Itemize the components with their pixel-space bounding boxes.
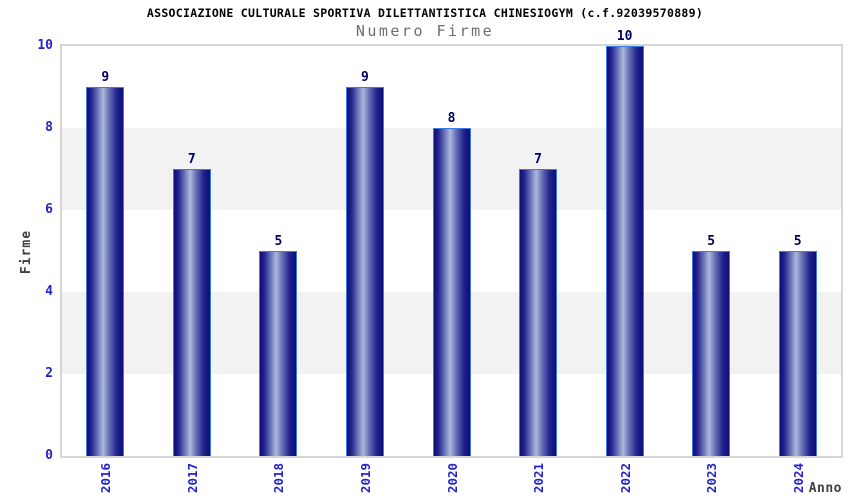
x-tick-label-2023: 2023 <box>703 462 719 494</box>
plot-area: 9 7 5 9 8 7 10 5 5 <box>60 29 843 458</box>
x-tick-label-2020: 2020 <box>444 462 459 494</box>
bar-2024: 5 <box>778 234 817 456</box>
x-tick-label-2017: 2017 <box>184 462 200 494</box>
bar-value-label: 10 <box>616 29 633 44</box>
bar-value-label: 9 <box>361 70 369 85</box>
x-tick-label-2019: 2019 <box>357 462 373 494</box>
chart-subtitle: Numero Firme <box>355 22 495 40</box>
y-tick-label: 4 <box>45 284 53 299</box>
x-tick-label-2016: 2016 <box>97 462 113 494</box>
bar-value-label: 5 <box>707 234 716 249</box>
bar-2020: 8 <box>432 111 471 456</box>
y-tick-label: 0 <box>45 448 53 463</box>
bars-layer: 9 7 5 9 8 7 10 5 5 <box>62 29 841 456</box>
bar-value-label: 7 <box>187 152 196 167</box>
bar-value-label: 7 <box>534 152 542 167</box>
x-axis-title: Anno <box>808 481 842 496</box>
y-tick-label: 10 <box>37 38 53 53</box>
chart-title: ASSOCIAZIONE CULTURALE SPORTIVA DILETTAN… <box>146 6 704 20</box>
y-tick-label: 8 <box>45 120 53 135</box>
bar-2016: 9 <box>86 70 125 456</box>
bar-2022: 10 <box>605 29 644 456</box>
bar-value-label: 9 <box>101 70 110 85</box>
bar-value-label: 8 <box>447 111 456 126</box>
bar-2017: 7 <box>172 152 211 456</box>
y-tick-label: 2 <box>45 366 53 381</box>
bar-2023: 5 <box>692 234 731 456</box>
bar-2019: 9 <box>345 70 384 456</box>
bar-value-label: 5 <box>793 234 802 249</box>
bar-2018: 5 <box>259 234 298 456</box>
x-tick-label-2022: 2022 <box>617 462 633 494</box>
bar-2021: 7 <box>519 152 558 456</box>
x-tick-label-2021: 2021 <box>530 462 546 494</box>
x-tick-label-2018: 2018 <box>270 462 286 494</box>
y-tick-label: 6 <box>45 202 53 217</box>
bar-value-label: 5 <box>274 234 283 249</box>
